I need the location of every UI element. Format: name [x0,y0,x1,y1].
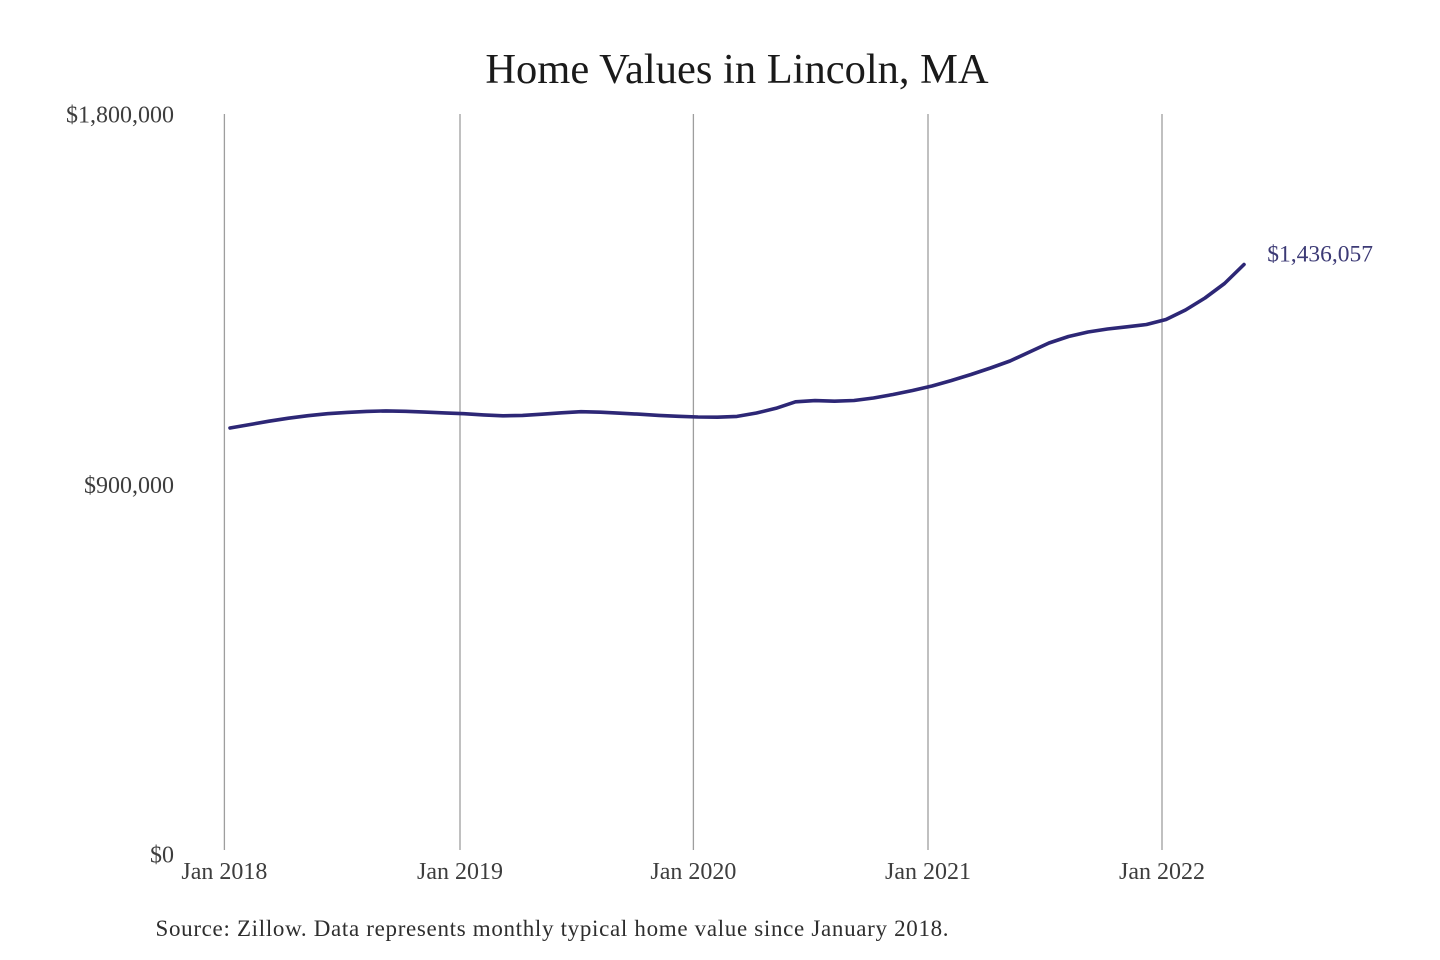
svg-text:Home Values in Lincoln, MA: Home Values in Lincoln, MA [485,46,989,93]
svg-text:$0: $0 [150,842,174,868]
svg-text:Source: Zillow. Data represent: Source: Zillow. Data represents monthly … [156,916,950,941]
svg-text:Jan 2018: Jan 2018 [181,859,267,885]
svg-text:Jan 2022: Jan 2022 [1119,859,1205,885]
svg-text:$1,436,057: $1,436,057 [1267,242,1373,268]
svg-text:$900,000: $900,000 [84,473,174,499]
svg-text:Jan 2021: Jan 2021 [885,859,971,885]
svg-text:Jan 2020: Jan 2020 [650,859,736,885]
svg-text:Jan 2019: Jan 2019 [417,859,503,885]
svg-text:$1,800,000: $1,800,000 [66,103,174,129]
